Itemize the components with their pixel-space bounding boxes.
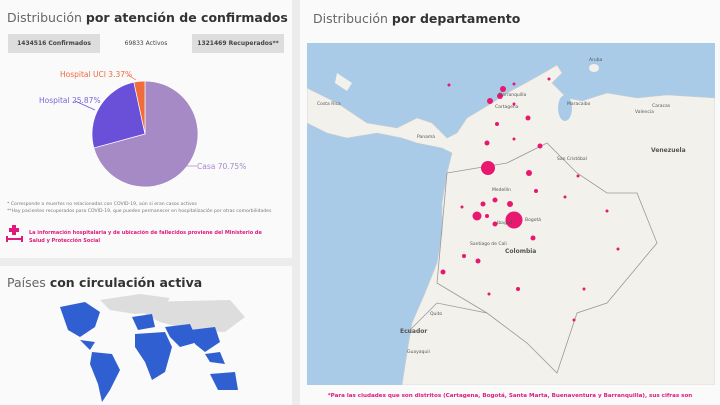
department-bubble[interactable] [582,287,586,291]
country-south-america [90,352,120,402]
department-bubble[interactable] [547,77,551,81]
department-bubble[interactable] [526,170,532,176]
department-bubble[interactable] [616,247,620,251]
tab-confirmados[interactable]: 1434516 Confirmados [17,40,91,47]
department-bubble[interactable] [475,258,481,264]
map-label-costa-rica: Costa Rica [317,101,341,107]
label-casa: Casa 70.75% [197,162,247,171]
lake-maracaibo [558,95,572,121]
department-map-panel: Distribución por departamento Barranquil… [300,0,720,405]
map-label-cali: Santiago de Cali [470,241,507,247]
map-label-ecuador: Ecuador [400,328,427,335]
map-label-aruba: Aruba [589,57,603,63]
department-bubble[interactable] [563,195,567,199]
panel-title: Países con circulación activa [7,275,203,290]
label-uci: Hospital UCI 3.37% [60,70,133,79]
panel-title: Distribución por departamento [313,11,521,26]
pie-slice-2[interactable] [133,80,146,135]
department-bubble[interactable] [530,235,536,241]
map-label-san-cristobal: San Cristóbal [557,155,587,162]
map-label-colombia: Colombia [505,248,536,255]
department-bubble[interactable] [495,122,499,126]
country-australia [210,372,238,390]
department-bubble[interactable] [481,161,495,175]
tabs: 1434516 Confirmados 69833 Activos 132146… [8,34,284,53]
colombia-border [436,142,658,374]
map-label-quito: Quito [430,311,442,317]
map-label-ibague: Ibagué [497,219,513,226]
info-text: La información hospitalaria y de ubicaci… [29,230,262,244]
department-bubble[interactable] [462,254,466,258]
note-1: * Corresponde a muertes no relacionadas … [7,202,197,207]
department-bubble[interactable] [487,292,491,296]
map-label-medellin: Medellín [492,186,511,193]
department-bubble[interactable] [512,82,516,86]
department-bubble[interactable] [605,209,609,213]
tab-recuperados[interactable]: 1321469 Recuperados** [197,40,279,47]
country-north-america [60,302,100,337]
map-label-valencia: Valencia [635,109,654,115]
tab-activos[interactable]: 69833 Activos [100,34,192,53]
leader-line [74,100,96,111]
department-bubble[interactable] [460,205,464,209]
map-label-guayaquil: Guayaquil [407,349,430,355]
department-bubble[interactable] [512,137,516,141]
country-europe [132,314,155,330]
country-middle-east [165,324,198,347]
map-label-cartagena: Cartagena [495,104,519,110]
department-bubble[interactable] [480,201,486,207]
map-label-maracaibo: Maracaibo [567,101,591,107]
map-footnote: *Para las ciudades que son distritos (Ca… [327,393,693,399]
department-bubble[interactable] [447,83,451,87]
pie-chart [74,74,199,188]
map-label-caracas: Caracas [652,103,671,109]
note-2: **Hay pacientes recuperados para COVID-1… [7,209,272,214]
department-bubble[interactable] [537,143,543,149]
department-bubble[interactable] [534,189,538,193]
department-bubble[interactable] [525,115,531,121]
pie-slice-1[interactable] [91,81,146,149]
map-label-panama: Panamá [417,133,435,140]
map-label-bogota: Bogotá [525,216,541,223]
department-bubble[interactable] [576,174,580,178]
department-bubble[interactable] [505,211,523,229]
department-bubble[interactable] [507,201,513,207]
department-map[interactable]: Barranquilla Cartagena Maracaibo Caracas… [307,43,715,385]
department-bubble[interactable] [492,197,498,203]
department-bubble[interactable] [440,269,446,275]
department-bubble[interactable] [500,86,506,92]
department-bubble[interactable] [487,98,493,104]
attention-distribution-panel: Distribución por atención de confirmados… [0,0,292,258]
department-bubble[interactable] [472,211,482,221]
department-bubble[interactable] [497,93,503,99]
department-bubble[interactable] [572,318,576,322]
department-bubble[interactable] [484,140,490,146]
department-bubble[interactable] [492,221,498,227]
label-hospital: Hospital 25.87% [39,96,101,105]
panel-title: Distribución por atención de confirmados [7,10,288,25]
map-label-barranquilla: Barranquilla [499,92,527,98]
department-bubble[interactable] [512,102,516,106]
leader-line [127,74,137,81]
country-africa [135,332,172,380]
country-asia [190,327,220,352]
map-label-venezuela: Venezuela [651,147,686,154]
department-bubble[interactable] [516,287,520,291]
world-map [60,294,245,402]
hospital-bed-icon [6,225,23,242]
department-bubble[interactable] [485,214,489,218]
countries-panel: Países con circulación activa [0,266,292,405]
